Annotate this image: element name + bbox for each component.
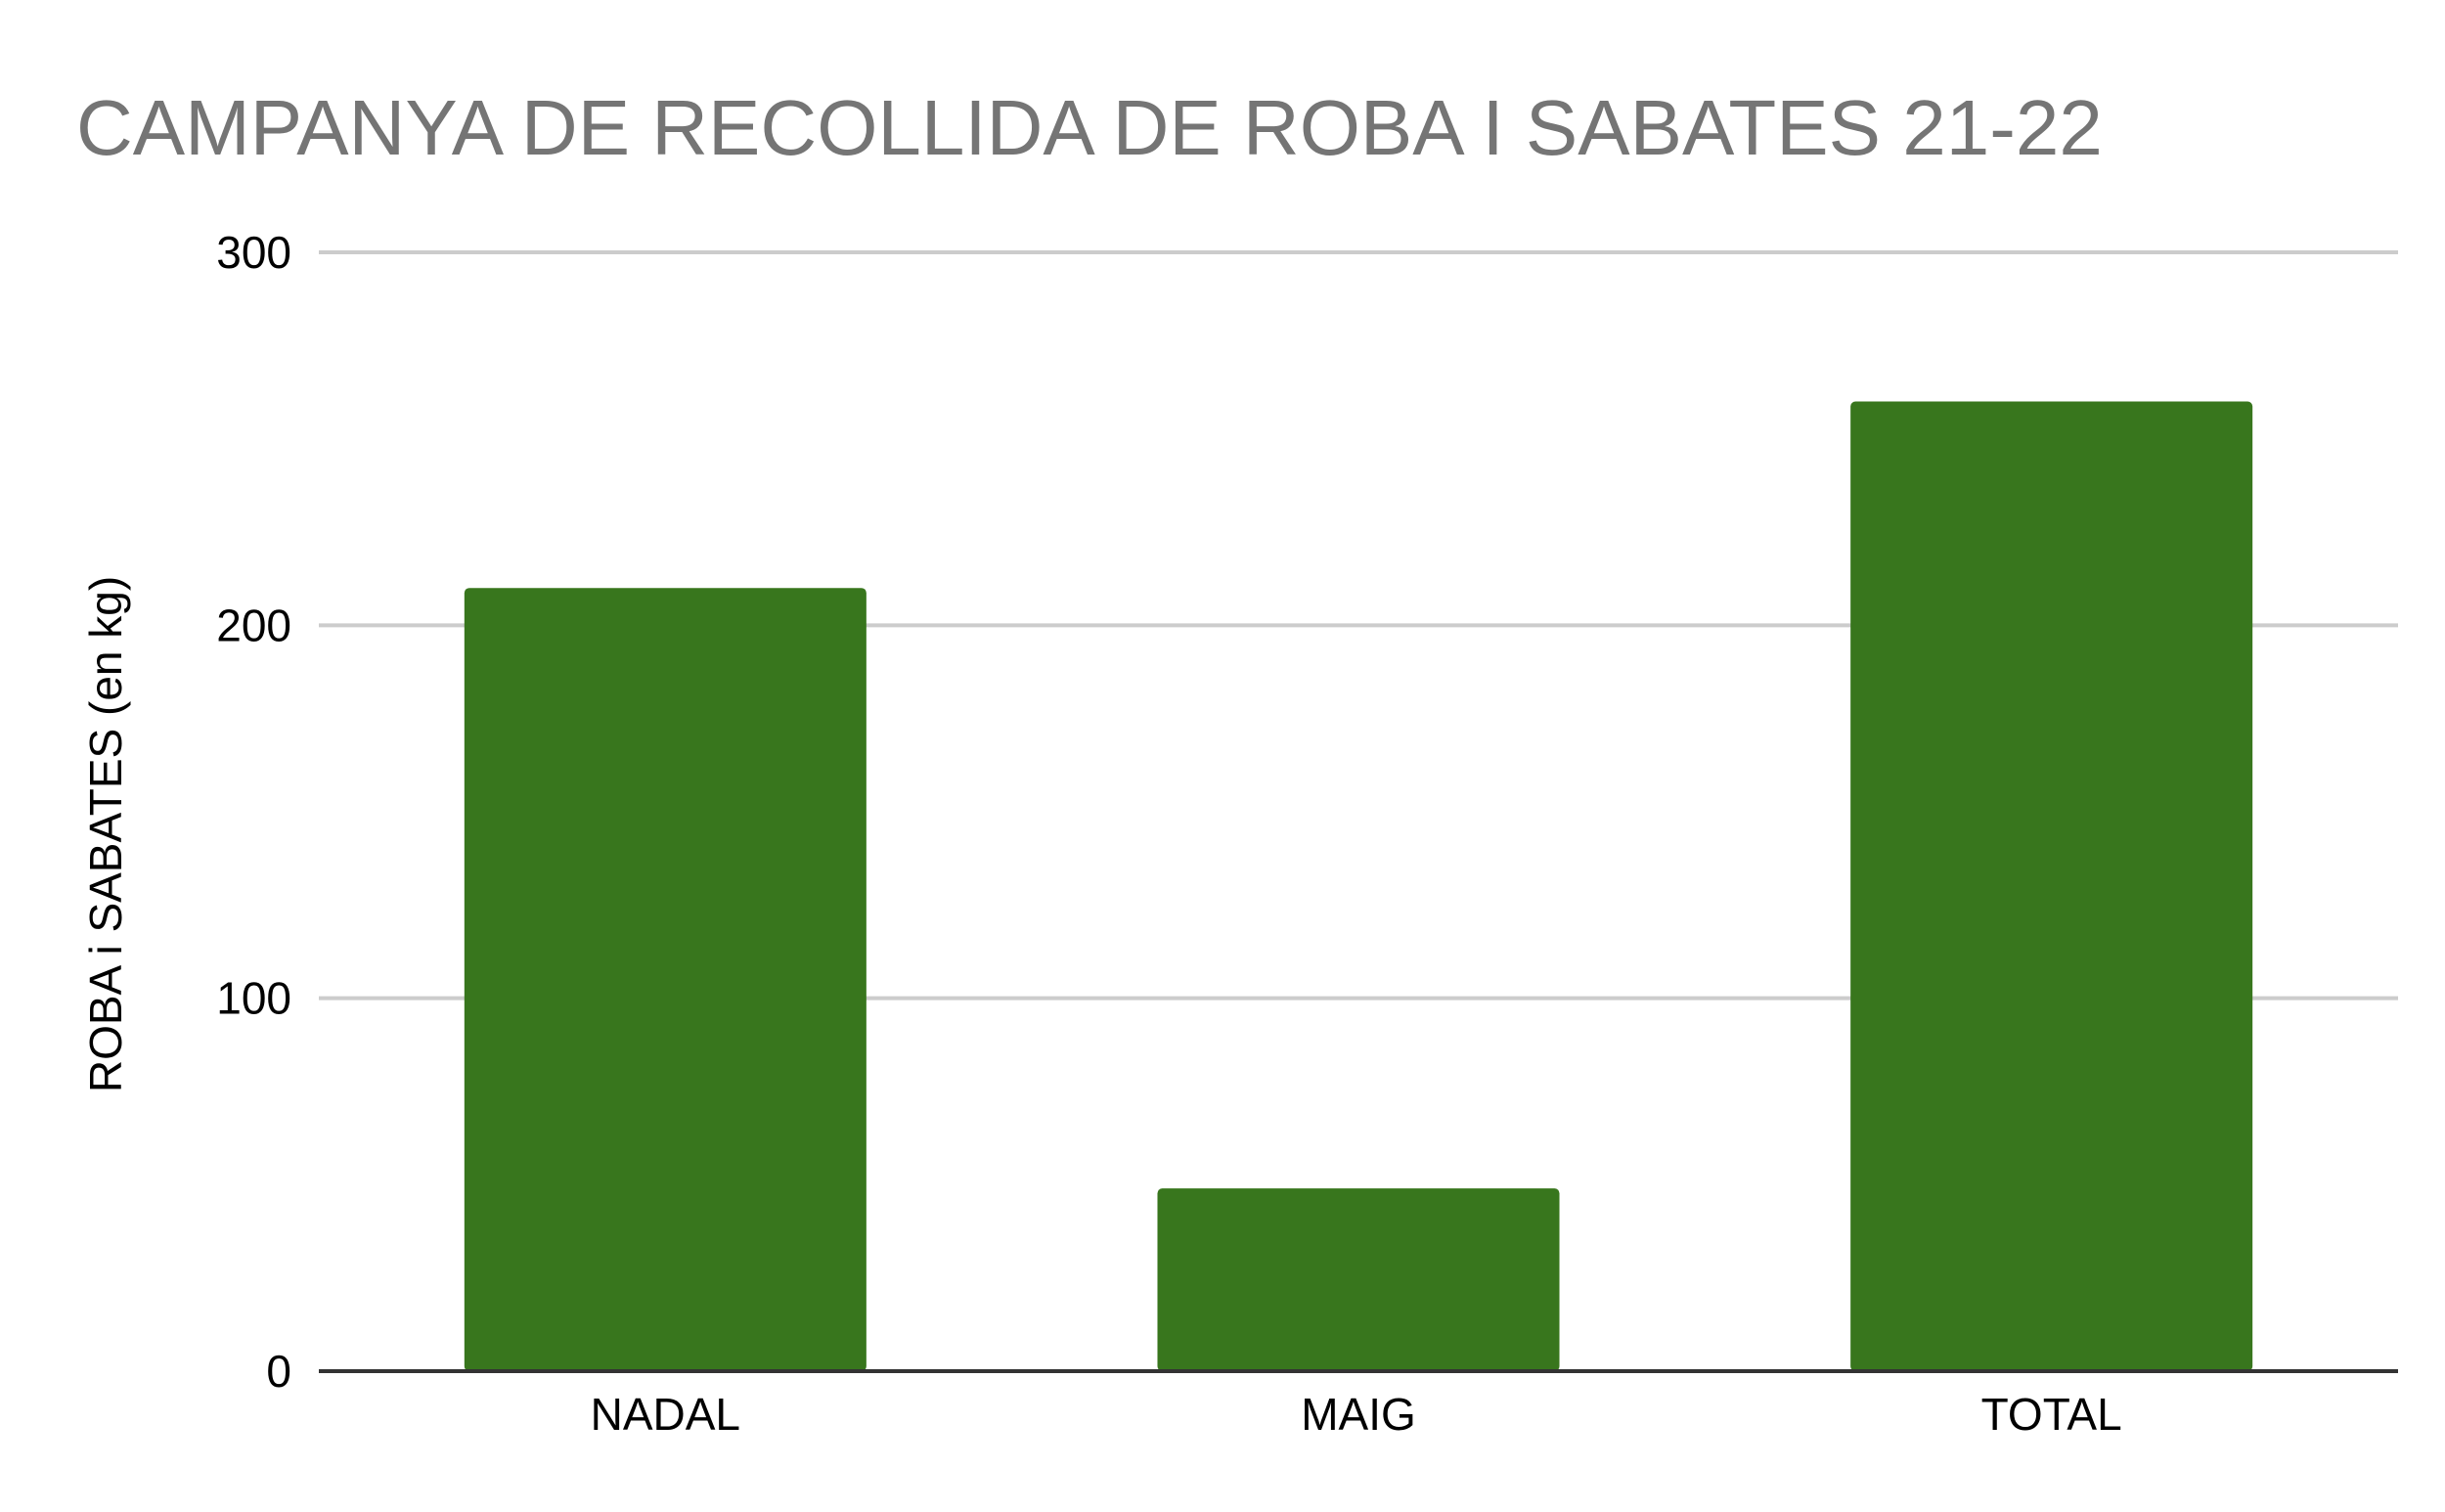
y-tick-label: 0: [266, 1346, 291, 1397]
chart-title: CAMPANYA DE RECOLLIDA DE ROBA I SABATES …: [76, 84, 2103, 171]
x-tick-label: TOTAL: [1981, 1389, 2122, 1440]
y-tick-label: 300: [216, 227, 291, 278]
bar-nadal: [464, 588, 867, 1371]
x-axis-ticks: NADAL MAIG TOTAL: [591, 1389, 2122, 1440]
bars: [464, 401, 2253, 1371]
y-axis-title: ROBA i SABATES (en kg): [80, 576, 131, 1092]
y-axis-ticks: 0 100 200 300: [216, 227, 291, 1397]
x-tick-label: NADAL: [591, 1389, 740, 1440]
bar-maig: [1157, 1188, 1560, 1371]
y-tick-label: 200: [216, 600, 291, 650]
y-tick-label: 100: [216, 973, 291, 1024]
bar-total: [1850, 401, 2253, 1371]
x-tick-label: MAIG: [1301, 1389, 1416, 1440]
